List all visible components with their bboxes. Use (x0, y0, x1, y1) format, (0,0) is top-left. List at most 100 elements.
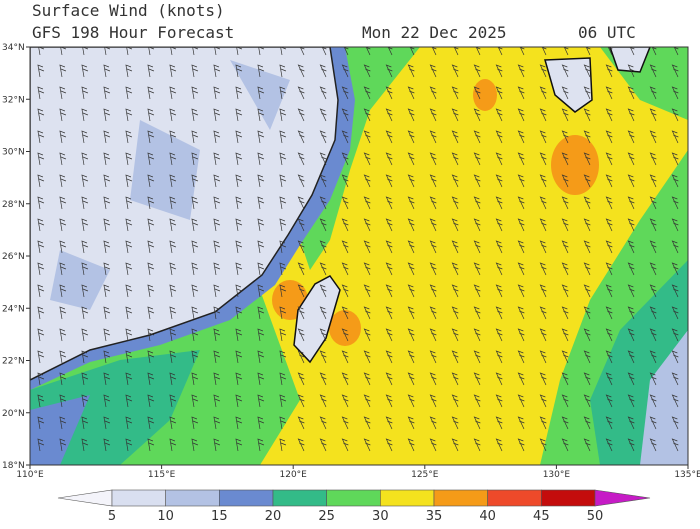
wind-barb (583, 394, 591, 408)
wind-barb (363, 240, 371, 254)
wind-barb (319, 196, 327, 210)
wind-barb (517, 306, 525, 320)
wind-barb (451, 394, 459, 408)
wind-barb (37, 218, 45, 232)
wind-barb (125, 196, 133, 210)
wind-barb (213, 328, 221, 342)
wind-barb (407, 64, 415, 78)
wind-barb (169, 86, 177, 100)
wind-barb (539, 152, 547, 166)
wind-barb (627, 284, 635, 298)
wind-barb (103, 306, 111, 320)
wind-barb (561, 306, 569, 320)
wind-barb (341, 86, 349, 100)
wind-barb (103, 108, 111, 122)
colorbar-label: 30 (372, 509, 389, 524)
kyushu (544, 57, 593, 113)
colorbar-segment (272, 489, 327, 507)
wind-barb (103, 438, 111, 452)
wind-barb (191, 108, 199, 122)
wind-barb (103, 372, 111, 386)
wind-barb (495, 394, 503, 408)
wind-barb (495, 64, 503, 78)
wind-barb (451, 262, 459, 276)
wind-barb (235, 86, 243, 100)
colorbar-label: 25 (318, 509, 335, 524)
wind-barb (279, 174, 287, 188)
wind-barb (429, 284, 437, 298)
wind-barb (649, 306, 657, 320)
wind-barb (517, 64, 525, 78)
wind-barb (213, 218, 221, 232)
wind-barb (539, 86, 547, 100)
wind-barb (407, 262, 415, 276)
wind-barb (59, 196, 67, 210)
lat-label: 18°N (2, 461, 25, 471)
wind-barb (213, 416, 221, 430)
wind-barb (495, 262, 503, 276)
axes: 18°N 20°N 22°N 24°N 26°N 28°N 30°N 32°N 34°N 110°… (2, 43, 700, 480)
wind-barb (319, 416, 327, 430)
wind-barb (407, 218, 415, 232)
wind-barb (385, 218, 393, 232)
wind-barb (297, 438, 305, 452)
wind-barb (451, 438, 459, 452)
wind-barb (213, 350, 221, 364)
wind-barb (539, 416, 547, 430)
date: Mon 22 Dec 2025 (362, 23, 507, 42)
wind-barb (649, 240, 657, 254)
wind-barb (297, 416, 305, 430)
wind-zone (640, 330, 688, 465)
wind-barb (191, 240, 199, 254)
wind-barb (605, 240, 613, 254)
wind-barb (561, 174, 569, 188)
wind-barb (125, 394, 133, 408)
wind-barb (561, 240, 569, 254)
wind-barb (81, 196, 89, 210)
lat-label: 30°N (2, 148, 25, 158)
wind-barb (539, 350, 547, 364)
wind-barb (671, 218, 679, 232)
wind-barb (319, 108, 327, 122)
wind-barb (429, 218, 437, 232)
wind-barb (473, 86, 481, 100)
colorbar-over (594, 489, 651, 507)
wind-barb (605, 86, 613, 100)
wind-barb (649, 86, 657, 100)
wind-barb (561, 328, 569, 342)
colorbar-segment (380, 489, 435, 507)
wind-barb (257, 152, 265, 166)
wind-barb (495, 328, 503, 342)
wind-barb (59, 284, 67, 298)
wind-barb (147, 240, 155, 254)
wind-barb (81, 240, 89, 254)
wind-barb (605, 438, 613, 452)
wind-barb (341, 218, 349, 232)
wind-barb (319, 64, 327, 78)
wind-barb (385, 284, 393, 298)
wind-barb (297, 284, 305, 298)
wind-barb (37, 64, 45, 78)
wind-zone (30, 350, 200, 465)
wind-barb (213, 108, 221, 122)
wind-barb (451, 306, 459, 320)
wind-barb (495, 130, 503, 144)
wind-barb (671, 328, 679, 342)
wind-barb (279, 218, 287, 232)
colorbar-label: 10 (157, 509, 174, 524)
wind-barb (37, 284, 45, 298)
wind-barb (213, 152, 221, 166)
lat-label: 28°N (2, 200, 25, 210)
wind-barb (213, 372, 221, 386)
wind-barb (671, 108, 679, 122)
wind-barb (37, 372, 45, 386)
wind-barb (341, 262, 349, 276)
wind-barb (147, 86, 155, 100)
wind-barb (671, 174, 679, 188)
wind-barb (37, 130, 45, 144)
wind-barb (169, 218, 177, 232)
wind-barb (191, 174, 199, 188)
wind-barb (363, 306, 371, 320)
wind-barb (37, 86, 45, 100)
colorbar: 5 10 15 20 25 30 35 40 45 50 (57, 489, 651, 524)
